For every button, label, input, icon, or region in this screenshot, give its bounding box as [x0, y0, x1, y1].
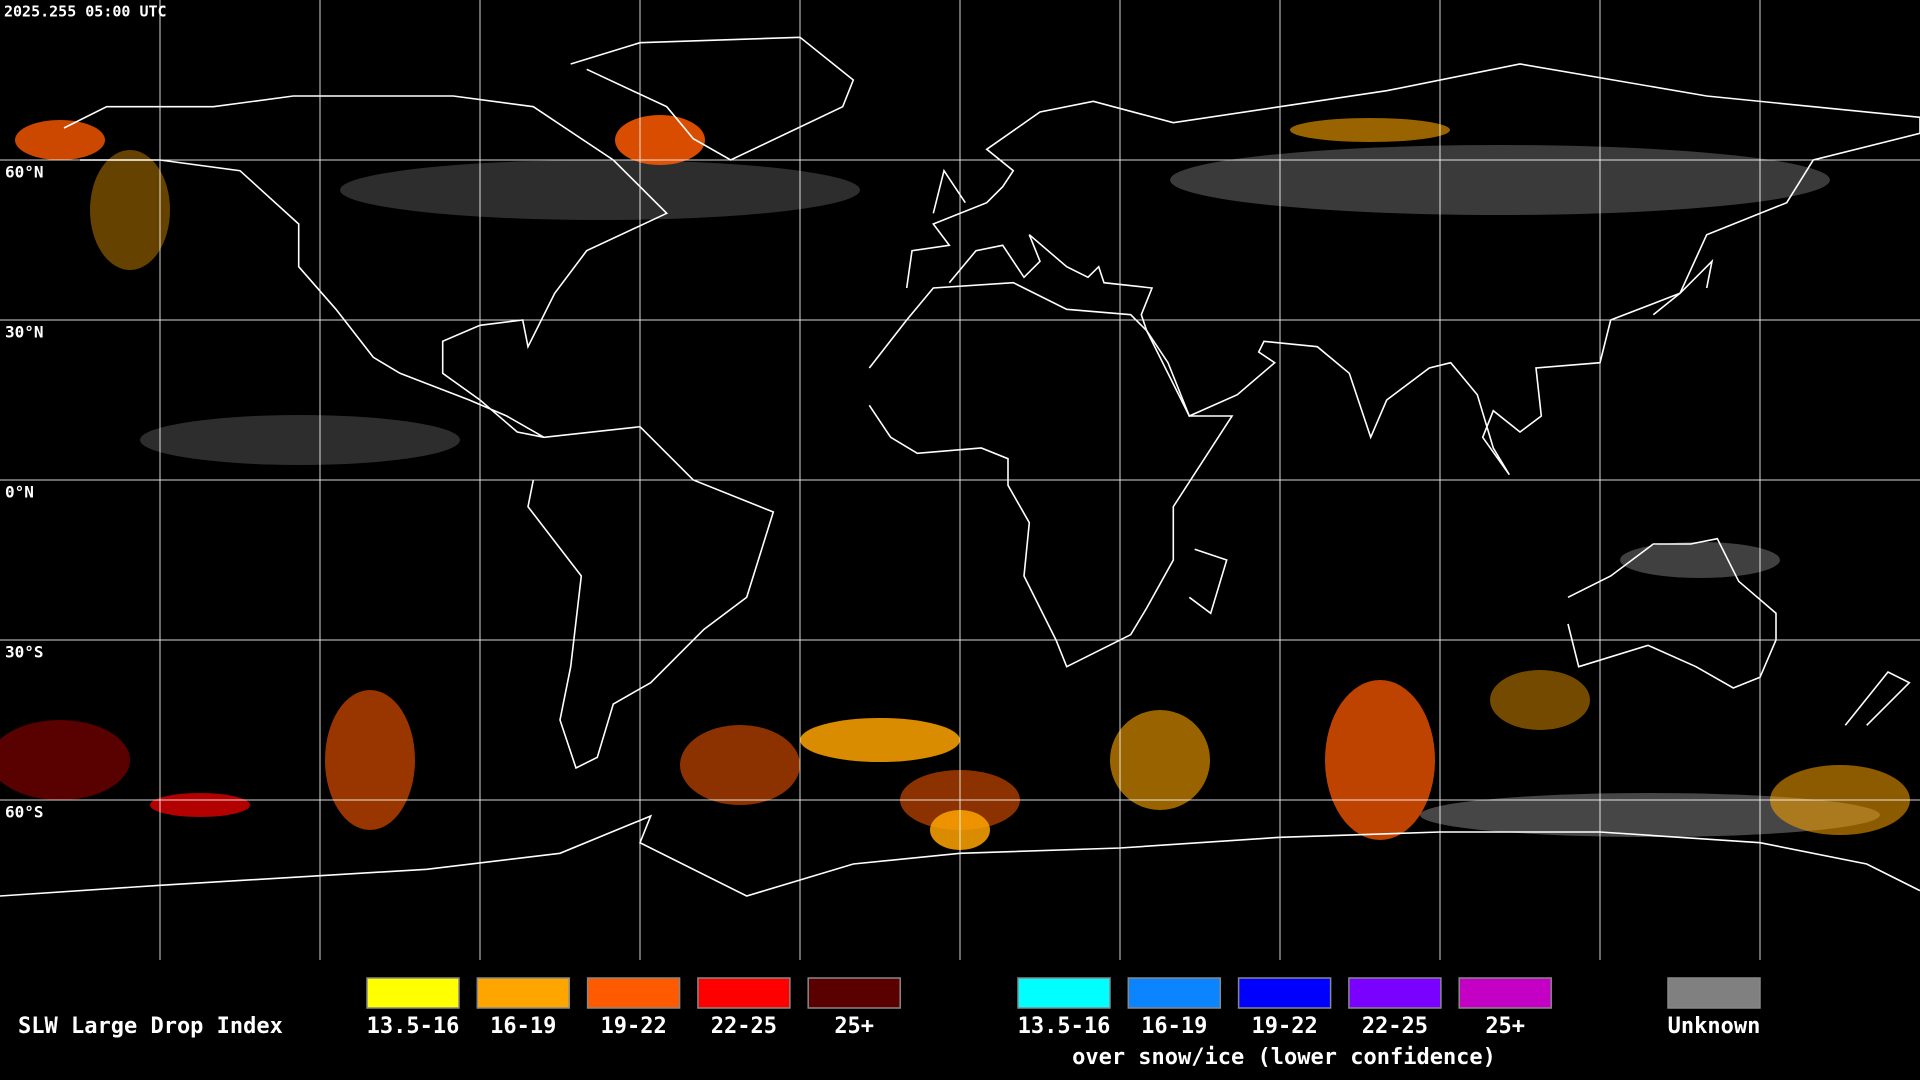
- legend-title: SLW Large Drop Index: [18, 1014, 283, 1039]
- coastline: [932, 168, 966, 214]
- coastline: [1652, 258, 1714, 316]
- legend-label: 16-19: [1141, 1014, 1207, 1039]
- latitude-label: 30°N: [5, 323, 44, 342]
- timestamp: 2025.255 05:00 UTC: [4, 3, 167, 21]
- legend-label: 22-25: [1362, 1014, 1428, 1039]
- latitude-label: 60°S: [5, 803, 44, 822]
- legend-label: 25+: [834, 1014, 874, 1039]
- coastline: [868, 281, 1234, 668]
- legend-caption: over snow/ice (lower confidence): [1072, 1045, 1496, 1070]
- legend-label: 16-19: [490, 1014, 556, 1039]
- legend-label: 25+: [1485, 1014, 1525, 1039]
- legend-swatch: [1127, 977, 1222, 1009]
- coastline: [527, 425, 775, 770]
- latitude-label: 60°N: [5, 163, 44, 182]
- coastline: [1844, 670, 1911, 726]
- latitude-label: 0°N: [5, 483, 34, 502]
- legend-label: 19-22: [1251, 1014, 1317, 1039]
- latitude-label: 30°S: [5, 643, 44, 662]
- legend-swatch: [697, 977, 791, 1009]
- legend-label: 19-22: [600, 1014, 666, 1039]
- coastline: [1188, 548, 1228, 615]
- legend-swatch: [366, 977, 460, 1009]
- graticule: 60°N 30°N 0°N 30°S 60°S: [0, 0, 1920, 960]
- legend-swatch: [1237, 977, 1332, 1009]
- coastline: [0, 814, 1920, 897]
- legend-label: Unknown: [1668, 1014, 1761, 1039]
- legend-label: 13.5-16: [367, 1014, 460, 1039]
- legend: SLW Large Drop Index 13.5-16 16-19 19-22 22-…: [18, 977, 1761, 1070]
- legend-label: 13.5-16: [1018, 1014, 1111, 1039]
- coastline: [1567, 537, 1777, 689]
- cloud-field: [0, 115, 1910, 850]
- coastline: [570, 36, 855, 161]
- legend-swatch: [1017, 977, 1111, 1009]
- legend-swatch: [586, 977, 681, 1009]
- legend-swatch: [807, 977, 901, 1009]
- coastline: [63, 95, 669, 439]
- legend-label: 22-25: [711, 1014, 777, 1039]
- legend-swatch: [1458, 977, 1552, 1009]
- legend-swatch: [476, 977, 571, 1009]
- legend-swatch: [1667, 977, 1761, 1009]
- legend-swatch: [1348, 977, 1442, 1009]
